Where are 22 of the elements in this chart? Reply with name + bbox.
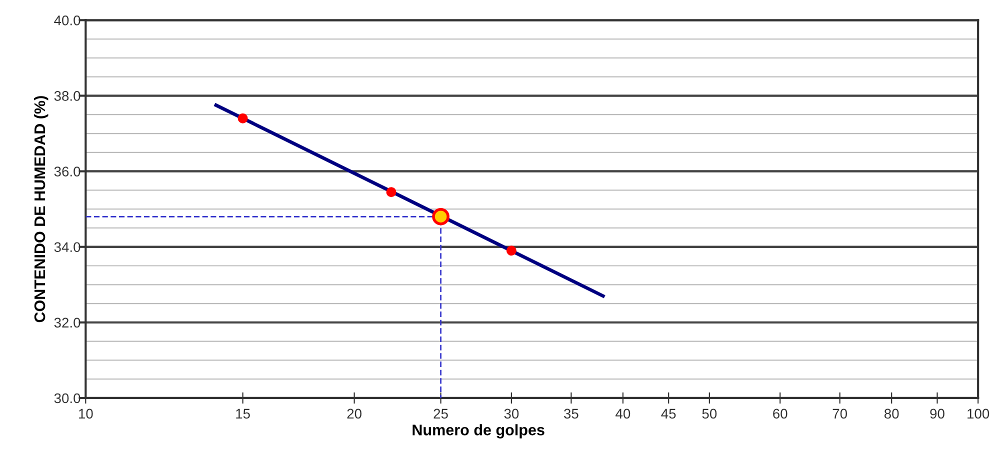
x-tick-label: 45 [661, 408, 676, 419]
y-tick-label: 40.0 [54, 15, 80, 26]
x-tick-label: 25 [434, 408, 448, 419]
y-tick-label: 38.0 [54, 91, 80, 101]
x-tick-label: 70 [832, 408, 848, 419]
x-tick-label: 60 [773, 408, 788, 419]
y-tick-label: 30.0 [54, 393, 80, 404]
x-tick-label: 40 [616, 408, 630, 419]
x-tick-label: 50 [702, 408, 717, 419]
x-tick-label: 30 [504, 408, 519, 419]
y-axis-title: CONTENIDO DE HUMEDAD (%) [34, 96, 48, 322]
x-tick-label: 80 [884, 408, 899, 419]
x-tick-label: 15 [236, 408, 250, 419]
x-tick-label: 100 [968, 408, 990, 419]
x-tick-label: 20 [347, 408, 362, 419]
y-tick-label: 34.0 [54, 242, 80, 252]
x-axis-title: Numero de golpes [412, 424, 544, 438]
x-tick-label: 35 [564, 408, 578, 419]
y-tick-label: 32.0 [54, 318, 80, 328]
x-tick-label: 90 [930, 408, 944, 419]
x-tick-label: 10 [78, 408, 93, 419]
y-tick-label: 36.0 [54, 166, 80, 176]
